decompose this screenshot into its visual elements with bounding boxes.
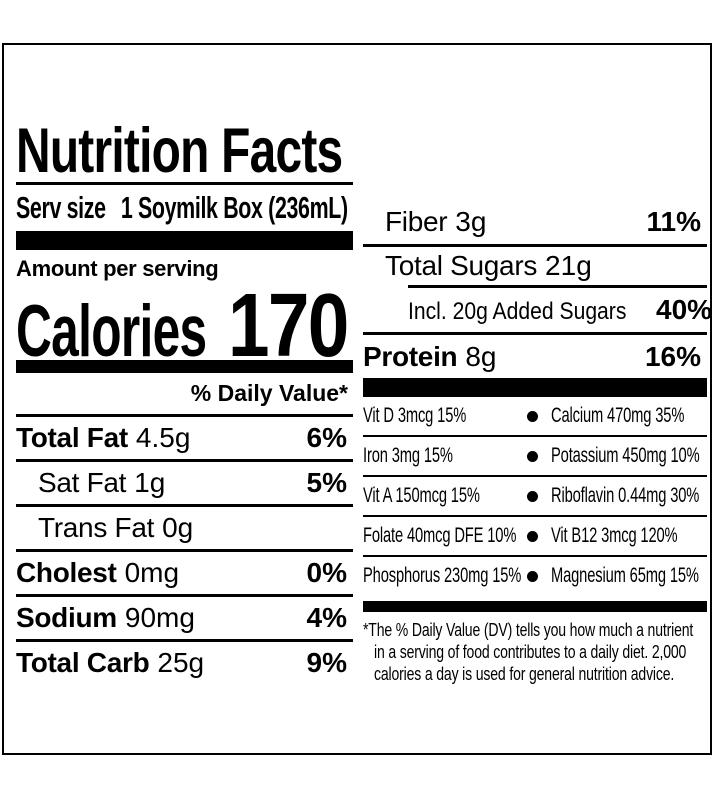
bullet-separator-icon	[527, 450, 538, 462]
nutrient-dv: 16%	[644, 340, 701, 372]
daily-value-header: % Daily Value*	[190, 380, 348, 406]
nutrient-amount: 8g	[465, 340, 497, 372]
thick-divider	[16, 231, 353, 250]
bullet-separator-icon	[527, 490, 538, 502]
nutrient-dv: 0%	[306, 557, 347, 588]
nutrient-amount: 3g	[455, 206, 487, 237]
micronutrient-left: Vit A 150mcg 15%	[363, 484, 480, 507]
micronutrient-right: Potassium 450mg 10%	[551, 444, 700, 467]
daily-value-footnote: *The % Daily Value (DV) tells you how mu…	[363, 619, 707, 685]
left-column: Nutrition Facts Serv size 1 Soymilk Box …	[16, 120, 353, 684]
divider	[16, 182, 353, 185]
divider	[16, 639, 353, 642]
thick-divider	[363, 601, 707, 612]
divider	[16, 504, 353, 507]
nutrient-dv: 4%	[306, 602, 347, 633]
divider	[363, 555, 707, 557]
micronutrient-row: Vit D 3mcg 15% Calcium 470mg 35%	[363, 397, 707, 435]
divider	[16, 549, 353, 552]
calories-row: Calories 170	[16, 281, 353, 371]
micronutrient-right: Vit B12 3mcg 120%	[551, 524, 678, 547]
thick-divider	[363, 378, 707, 397]
nutrient-row-total-fat: Total Fat 4.5g 6%	[16, 417, 353, 459]
nutrient-name: Trans Fat	[38, 512, 155, 543]
nutrient-row-fiber: Fiber 3g 11%	[363, 200, 707, 244]
micronutrient-row: Phosphorus 230mg 15% Magnesium 65mg 15%	[363, 557, 707, 595]
micronutrient-row: Iron 3mg 15% Potassium 450mg 10%	[363, 437, 707, 475]
nutrient-row-trans-fat: Trans Fat 0g	[16, 507, 353, 549]
divider	[363, 515, 707, 517]
nutrient-name: Total Fat	[16, 422, 128, 453]
divider	[16, 414, 353, 417]
right-column: Fiber 3g 11% Total Sugars 21g Incl. 20g …	[363, 200, 712, 685]
divider	[363, 435, 707, 437]
divider	[16, 459, 353, 462]
nutrient-amount: 0g	[162, 512, 194, 543]
bullet-separator-icon	[527, 410, 538, 422]
nutrient-row-sat-fat: Sat Fat 1g 5%	[16, 462, 353, 504]
nutrient-name: Total Carb	[16, 647, 150, 678]
nutrient-name: Fiber	[385, 206, 448, 237]
bullet-separator-icon	[527, 570, 538, 582]
nutrient-amount: 4.5g	[135, 422, 191, 453]
micronutrient-row: Vit A 150mcg 15% Riboflavin 0.44mg 30%	[363, 477, 707, 515]
serving-size-label: Serv size	[16, 190, 106, 225]
calories-label: Calories	[16, 291, 207, 372]
micronutrient-right: Magnesium 65mg 15%	[551, 564, 699, 587]
micronutrient-left: Iron 3mg 15%	[363, 444, 453, 467]
footnote-line: in a serving of food contributes to a da…	[374, 642, 687, 662]
thick-divider	[16, 360, 353, 373]
nutrient-name: Incl. 20g Added Sugars	[408, 298, 627, 325]
nutrient-row-added-sugars: Incl. 20g Added Sugars 40%	[363, 288, 712, 332]
micronutrient-right: Calcium 470mg 35%	[551, 404, 685, 427]
nutrient-dv: 11%	[646, 206, 702, 237]
micronutrient-left: Folate 40mcg DFE 10%	[363, 524, 517, 547]
label-border	[2, 43, 712, 755]
divider	[363, 475, 707, 477]
page-title: Nutrition Facts	[16, 116, 353, 186]
nutrient-amount: 0mg	[124, 557, 180, 588]
nutrient-amount: 25g	[157, 647, 205, 678]
nutrient-dv: 5%	[306, 467, 347, 498]
divider-indented	[408, 285, 707, 288]
nutrient-row-total-sugars: Total Sugars 21g	[363, 247, 707, 285]
serving-size-value: 1 Soymilk Box (236mL)	[120, 190, 348, 225]
nutrient-name: Total Sugars	[385, 250, 538, 281]
divider	[363, 244, 707, 247]
nutrient-name: Protein	[363, 340, 458, 372]
micronutrient-right: Riboflavin 0.44mg 30%	[551, 484, 700, 507]
nutrient-name: Sodium	[16, 602, 117, 633]
nutrient-dv: 40%	[656, 294, 713, 325]
micronutrient-row: Folate 40mcg DFE 10% Vit B12 3mcg 120%	[363, 517, 707, 555]
divider	[363, 332, 707, 335]
micronutrient-left: Vit D 3mcg 15%	[363, 404, 467, 427]
nutrient-amount: 90mg	[124, 602, 195, 633]
micronutrient-left: Phosphorus 230mg 15%	[363, 564, 522, 587]
nutrient-name: Sat Fat	[38, 467, 127, 498]
nutrient-row-total-carb: Total Carb 25g 9%	[16, 642, 353, 684]
nutrient-dv: 9%	[306, 647, 347, 678]
amount-per-serving-label: Amount per serving	[16, 256, 219, 281]
nutrient-amount: 21g	[545, 250, 592, 281]
nutrient-dv: 6%	[306, 422, 347, 453]
bullet-separator-icon	[527, 530, 538, 542]
title-text: Nutrition Facts	[16, 116, 343, 186]
divider	[16, 594, 353, 597]
serving-size-row: Serv size 1 Soymilk Box (236mL)	[16, 185, 353, 231]
nutrient-amount: 1g	[134, 467, 166, 498]
footnote-line: calories a day is used for general nutri…	[374, 664, 675, 684]
nutrient-name: Cholest	[16, 557, 117, 588]
calories-value: 170	[228, 276, 349, 376]
nutrient-row-cholesterol: Cholest 0mg 0%	[16, 552, 353, 594]
nutrient-row-sodium: Sodium 90mg 4%	[16, 597, 353, 639]
footnote-line: *The % Daily Value (DV) tells you how mu…	[363, 620, 694, 640]
nutrient-row-protein: Protein 8g 16%	[363, 335, 707, 378]
